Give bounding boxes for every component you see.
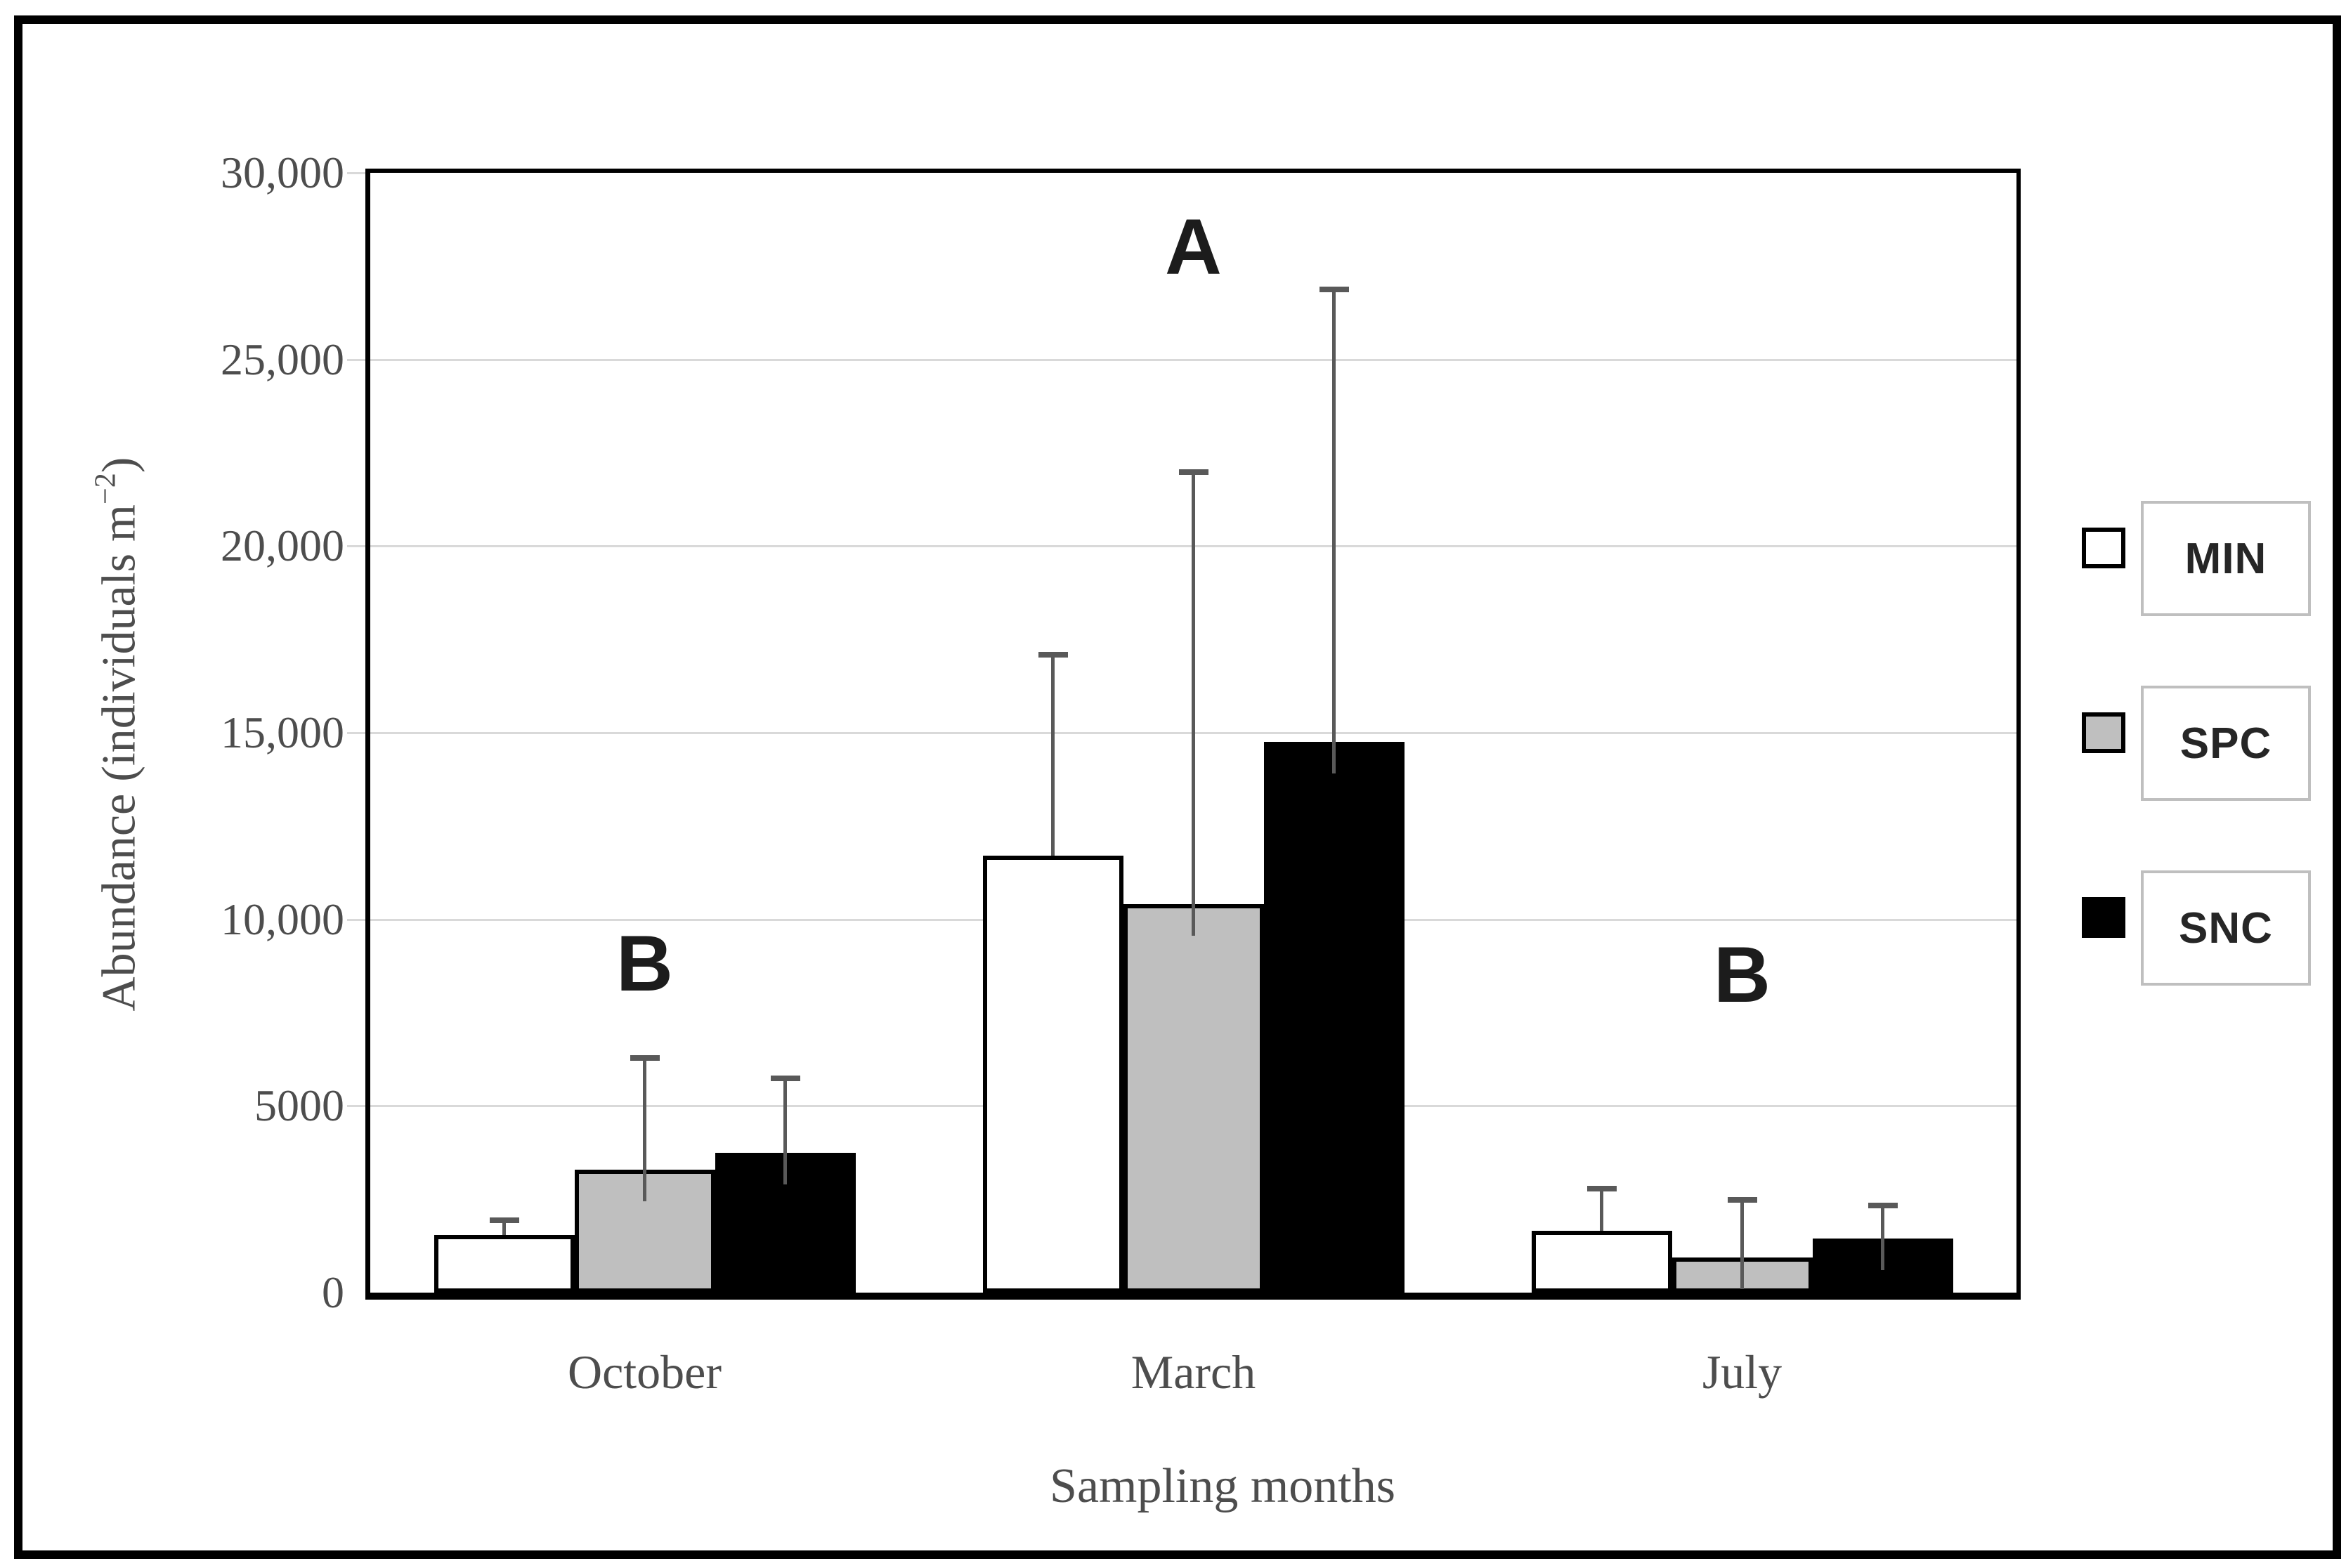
x-axis-title: Sampling months	[1050, 1459, 1395, 1513]
legend-label-box-min: MIN	[2141, 501, 2311, 616]
legend-label-box-snc: SNC	[2141, 870, 2311, 986]
x-tick-label-july: July	[1702, 1345, 1783, 1399]
significance-letter-july: B	[1714, 931, 1771, 1019]
y-axis-tick	[347, 172, 365, 174]
y-axis-tick	[347, 918, 365, 921]
error-bar	[1740, 1199, 1744, 1289]
y-axis-title-suffix: )	[91, 457, 145, 473]
error-bar	[643, 1057, 646, 1201]
gridline	[370, 358, 2016, 361]
x-tick-label-march: March	[1130, 1345, 1256, 1399]
y-axis-tick-label: 10,000	[221, 894, 344, 944]
error-bar-cap	[1586, 1186, 1617, 1192]
error-bar-cap	[1038, 652, 1068, 658]
error-bar-cap	[630, 1055, 660, 1061]
bar-march-min	[982, 856, 1123, 1293]
y-axis-title-superscript: −2	[89, 473, 122, 505]
y-axis-tick-label: 30,000	[221, 148, 344, 197]
legend-swatch-spc	[2082, 712, 2125, 753]
error-bar-cap	[489, 1217, 519, 1224]
error-bar	[783, 1078, 787, 1184]
significance-letter-march: A	[1165, 203, 1222, 292]
y-axis-tick-label: 15,000	[221, 707, 344, 757]
plot-area: B A B	[365, 169, 2021, 1300]
legend-label-spc: SPC	[2179, 719, 2272, 768]
error-bar-cap	[1319, 286, 1349, 292]
error-bar	[1332, 288, 1336, 774]
legend-label-box-spc: SPC	[2141, 686, 2311, 801]
bar-march-snc	[1263, 742, 1405, 1293]
bar-october-min	[434, 1234, 575, 1293]
legend-swatch-min	[2082, 528, 2125, 568]
error-bar-cap	[1727, 1197, 1757, 1203]
legend-label-min: MIN	[2184, 534, 2267, 583]
legend-swatch-snc	[2082, 897, 2125, 938]
y-axis-tick	[347, 545, 365, 548]
error-bar-cap	[770, 1076, 800, 1082]
y-axis-tick	[347, 358, 365, 361]
error-bar	[1051, 654, 1055, 856]
x-tick-label-october: October	[567, 1345, 722, 1399]
y-axis-tick-label: 25,000	[221, 334, 344, 384]
y-axis-tick-label: 0	[322, 1267, 344, 1317]
error-bar	[1881, 1205, 1884, 1270]
bar-march-spc	[1123, 904, 1264, 1293]
y-axis-tick	[347, 1105, 365, 1108]
legend-label-snc: SNC	[2179, 903, 2273, 953]
error-bar-cap	[1868, 1203, 1898, 1209]
error-bar	[1600, 1188, 1603, 1231]
bar-july-min	[1531, 1231, 1672, 1293]
significance-letter-october: B	[616, 920, 673, 1008]
error-bar-cap	[1178, 469, 1208, 476]
y-axis-tick-label: 5000	[254, 1080, 344, 1131]
y-axis-tick-label: 20,000	[221, 521, 344, 571]
y-axis-tick	[347, 732, 365, 734]
error-bar	[1192, 471, 1195, 936]
error-bar	[502, 1220, 506, 1235]
